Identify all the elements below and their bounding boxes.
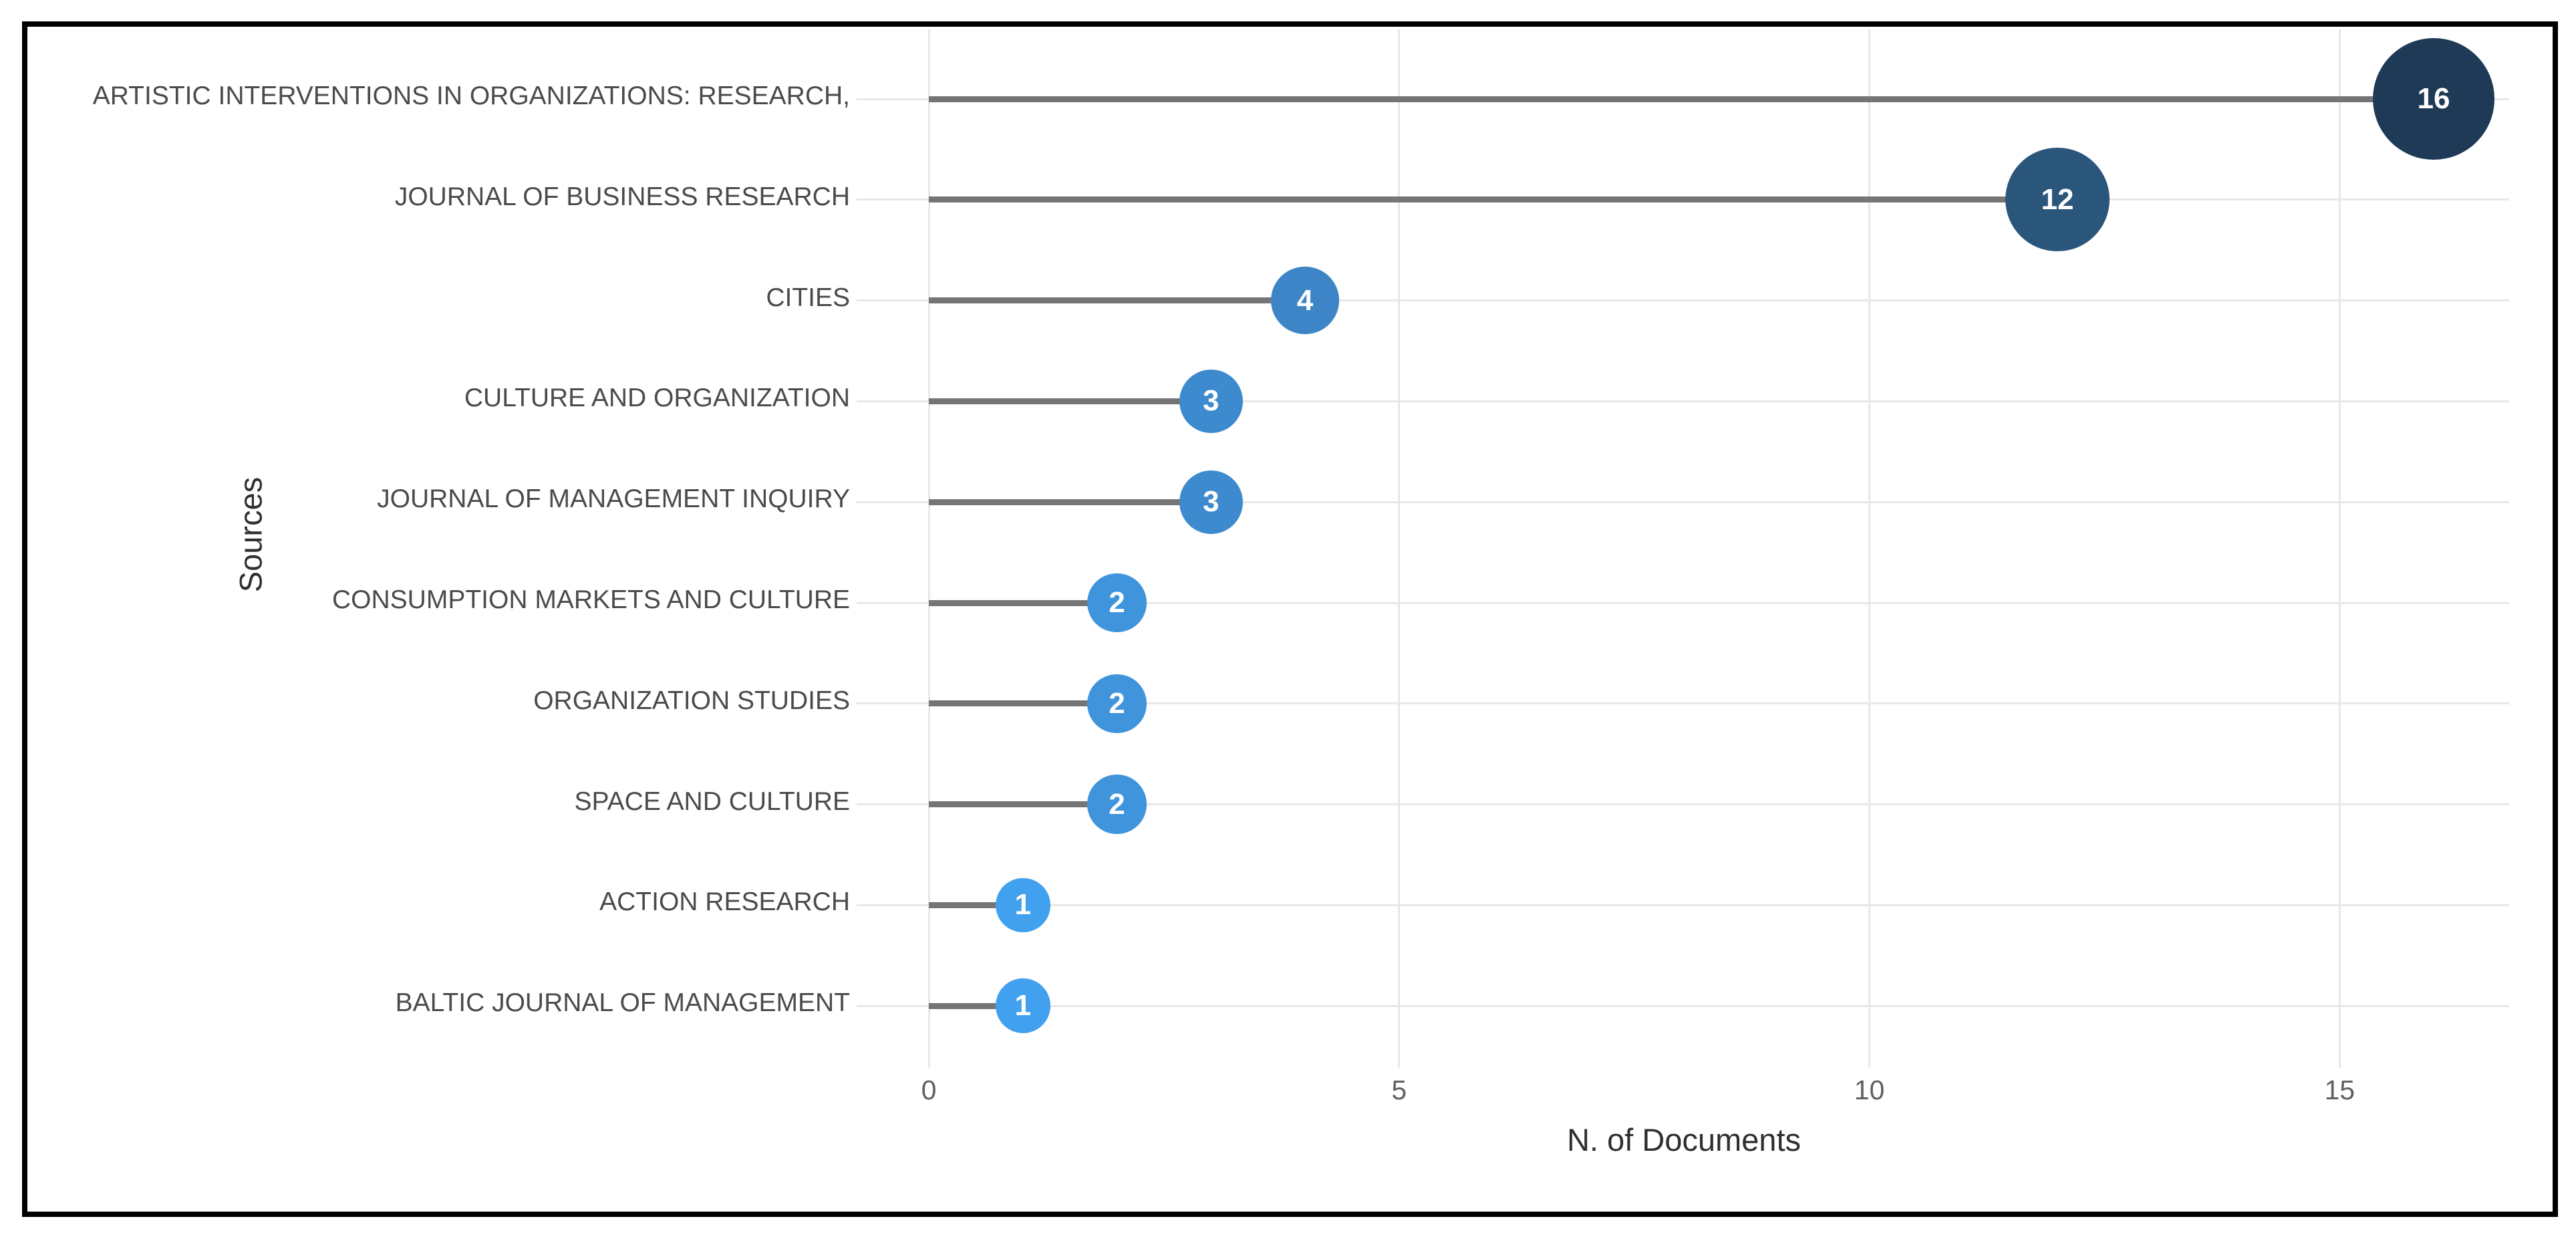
data-point-bubble[interactable]: 12 [2005,148,2110,252]
category-label: CULTURE AND ORGANIZATION [464,384,850,413]
category-label: BALTIC JOURNAL OF MANAGEMENT [395,988,850,1018]
x-gridline [927,29,930,1068]
x-gridline [1398,29,1401,1068]
category-label: ORGANIZATION STUDIES [533,686,850,715]
data-point-bubble[interactable]: 3 [1179,369,1243,433]
row-gridline [857,400,2509,402]
data-point-bubble[interactable]: 4 [1271,266,1339,335]
stem-line [929,96,2434,102]
category-label: ACTION RESEARCH [599,887,850,917]
category-label: CONSUMPTION MARKETS AND CULTURE [331,585,850,614]
data-point-bubble[interactable]: 1 [995,877,1050,933]
data-point-bubble[interactable]: 1 [995,978,1050,1034]
row-gridline [857,1004,2509,1007]
row-gridline [857,904,2509,906]
category-label: ARTISTIC INTERVENTIONS IN ORGANIZATIONS:… [92,82,850,110]
stem-line [929,499,1211,505]
data-point-bubble[interactable]: 2 [1087,775,1147,834]
stem-line [929,902,1023,908]
stem-line [929,1002,1023,1009]
data-point-bubble[interactable]: 3 [1179,470,1243,534]
x-tick-label: 5 [1391,1075,1407,1105]
stem-line [929,196,2057,203]
data-point-bubble[interactable]: 2 [1087,573,1147,633]
row-gridline [857,601,2509,604]
chart-frame-border [22,21,2558,1217]
category-label: JOURNAL OF MANAGEMENT INQUIRY [377,485,850,514]
x-axis-title: N. of Documents [1566,1122,1802,1157]
row-gridline [857,803,2509,806]
row-gridline [857,299,2509,302]
stem-line [929,700,1117,707]
row-gridline [857,501,2509,503]
category-label: SPACE AND CULTURE [574,787,850,816]
x-gridline [1868,29,1870,1068]
stem-line [929,297,1305,304]
stem-line [929,398,1211,404]
x-gridline [2338,29,2341,1068]
x-tick-label: 0 [921,1075,937,1105]
data-point-bubble[interactable]: 16 [2372,37,2495,160]
stem-line [929,599,1117,606]
category-label: JOURNAL OF BUSINESS RESEARCH [394,182,850,211]
x-tick-label: 15 [2324,1075,2355,1105]
data-point-bubble[interactable]: 2 [1087,674,1147,733]
x-tick-label: 10 [1854,1075,1885,1105]
y-axis-title: Sources [233,476,269,593]
row-gridline [857,702,2509,705]
category-label: CITIES [766,283,850,312]
stem-line [929,801,1117,808]
